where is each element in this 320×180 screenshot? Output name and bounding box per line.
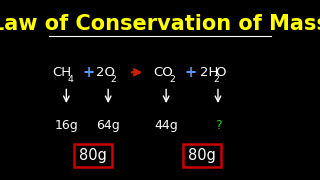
FancyBboxPatch shape <box>183 144 221 167</box>
Text: 64g: 64g <box>96 119 120 132</box>
Text: 2O: 2O <box>96 66 115 79</box>
Text: 80g: 80g <box>79 148 107 163</box>
Text: 44g: 44g <box>154 119 178 132</box>
Text: O: O <box>216 66 226 79</box>
Text: CH: CH <box>53 66 72 79</box>
Text: 80g: 80g <box>188 148 216 163</box>
Text: 4: 4 <box>67 75 73 84</box>
FancyBboxPatch shape <box>74 144 112 167</box>
Text: 2: 2 <box>110 75 116 84</box>
Text: CO: CO <box>154 66 173 79</box>
Text: 2H: 2H <box>200 66 218 79</box>
Text: 16g: 16g <box>54 119 78 132</box>
Text: 2: 2 <box>213 75 219 84</box>
Text: +: + <box>82 65 94 80</box>
Text: +: + <box>185 65 197 80</box>
Text: 2: 2 <box>169 75 175 84</box>
Text: Law of Conservation of Mass: Law of Conservation of Mass <box>0 14 320 34</box>
Text: ?: ? <box>215 119 221 132</box>
